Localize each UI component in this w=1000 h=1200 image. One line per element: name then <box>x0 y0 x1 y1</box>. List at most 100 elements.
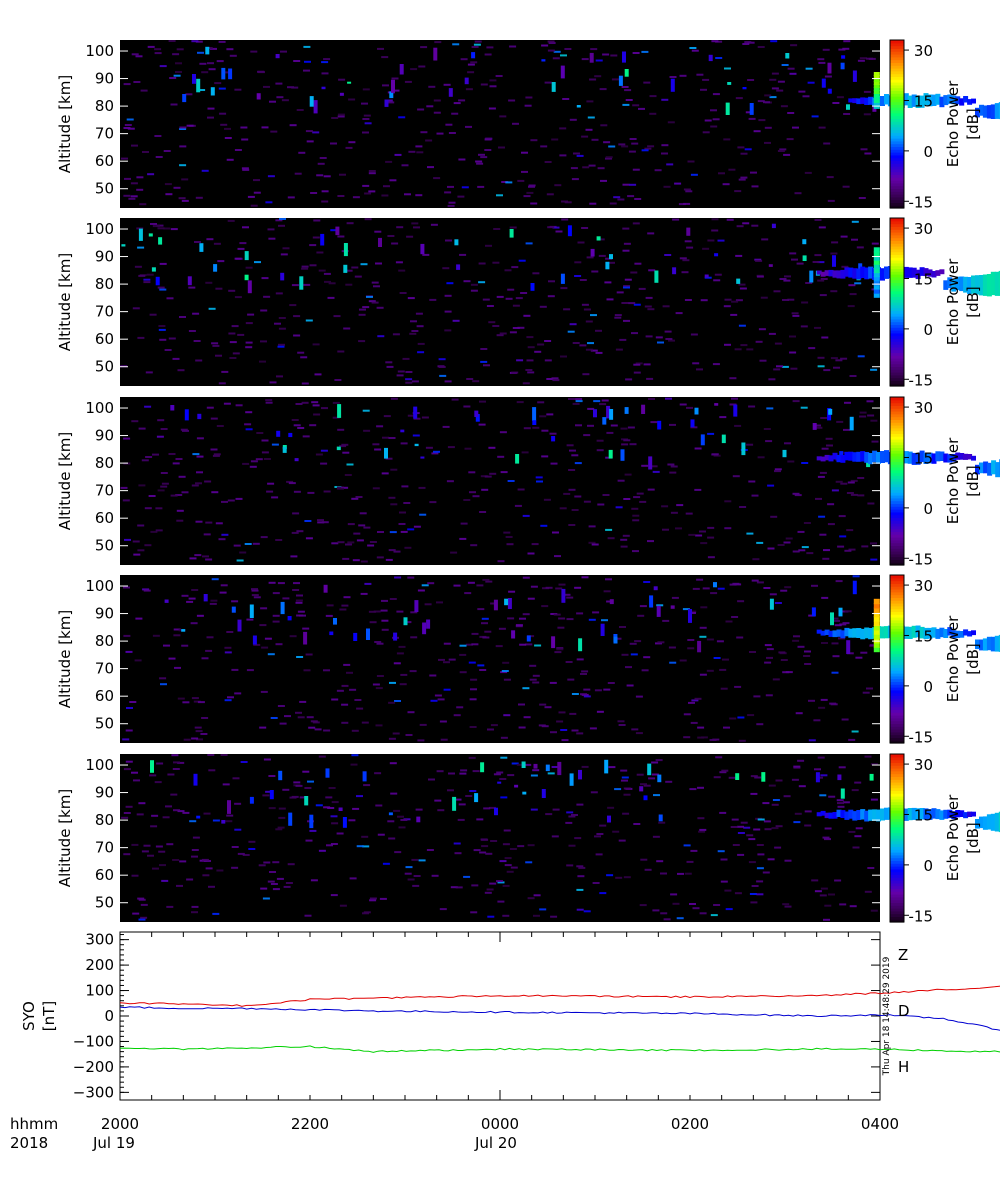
noise-cell <box>345 283 353 286</box>
noise-cell <box>527 552 535 555</box>
colorbar-segment <box>890 617 904 621</box>
sporadic-echo <box>339 92 344 96</box>
noise-cell <box>248 840 256 843</box>
noise-cell <box>608 766 616 769</box>
x-tick-date: Jul 19 <box>92 1134 135 1152</box>
noise-cell <box>447 446 455 449</box>
noise-cell <box>309 424 317 427</box>
noise-cell <box>539 908 547 911</box>
noise-cell <box>512 122 519 125</box>
noise-cell <box>470 61 478 64</box>
noise-cell <box>267 482 275 485</box>
noise-cell <box>123 586 130 589</box>
noise-cell <box>522 514 530 517</box>
noise-cell <box>155 507 163 510</box>
noise-cell <box>408 150 416 153</box>
noise-cell <box>484 891 492 894</box>
heatmap-background <box>120 218 880 386</box>
noise-cell <box>318 755 326 758</box>
noise-cell <box>650 465 658 468</box>
noise-cell <box>737 146 745 149</box>
noise-cell <box>278 343 285 346</box>
noise-cell <box>789 72 797 75</box>
noise-cell <box>351 729 359 732</box>
noise-cell <box>268 237 276 240</box>
noise-cell <box>576 865 584 868</box>
noise-cell <box>694 697 702 700</box>
noise-cell <box>125 650 133 653</box>
sporadic-echo <box>362 771 367 782</box>
sporadic-echo <box>697 640 702 653</box>
noise-cell <box>660 912 668 915</box>
noise-cell <box>417 739 425 742</box>
noise-cell <box>559 154 567 157</box>
noise-cell <box>601 399 609 402</box>
echo-layer-cell <box>931 627 937 638</box>
sporadic-echo <box>670 605 675 609</box>
noise-cell <box>168 657 176 660</box>
noise-cell <box>772 799 780 801</box>
noise-cell <box>804 171 812 174</box>
noise-cell <box>404 80 412 83</box>
noise-cell <box>547 49 555 52</box>
y-tick-label: 80 <box>95 454 114 472</box>
sporadic-echo <box>840 788 845 799</box>
noise-cell <box>621 86 629 88</box>
noise-cell <box>849 375 857 377</box>
colorbar-segment <box>890 784 904 789</box>
noise-cell <box>325 614 333 617</box>
colorbar-segment <box>890 715 904 719</box>
noise-cell <box>685 512 693 515</box>
noise-cell <box>255 458 263 461</box>
noise-cell <box>372 443 380 446</box>
noise-cell <box>750 775 758 778</box>
colorbar-segment <box>890 509 904 513</box>
noise-cell <box>227 696 234 699</box>
noise-cell <box>522 576 530 579</box>
sporadic-echo <box>690 419 695 428</box>
noise-cell <box>753 695 761 698</box>
noise-cell <box>469 698 477 701</box>
noise-cell <box>389 179 397 182</box>
noise-cell <box>458 803 466 806</box>
noise-cell <box>377 833 385 836</box>
noise-cell <box>346 222 354 225</box>
noise-cell <box>161 879 169 882</box>
y-tick-label: −100 <box>73 1032 114 1050</box>
noise-cell <box>391 242 399 245</box>
noise-cell <box>159 288 167 291</box>
noise-cell <box>481 845 489 848</box>
noise-cell <box>709 739 717 741</box>
noise-cell <box>651 761 659 764</box>
noise-cell <box>354 275 362 278</box>
noise-cell <box>383 185 390 188</box>
noise-cell <box>385 99 393 102</box>
noise-cell <box>566 811 574 814</box>
noise-cell <box>735 299 743 302</box>
noise-cell <box>675 312 683 315</box>
sporadic-echo <box>785 53 790 59</box>
noise-cell <box>194 726 202 729</box>
noise-cell <box>694 488 702 491</box>
noise-cell <box>632 104 640 107</box>
noise-cell <box>757 818 765 821</box>
noise-cell <box>259 726 267 729</box>
noise-cell <box>454 852 462 855</box>
sporadic-echo <box>609 599 614 605</box>
sporadic-echo <box>827 62 832 74</box>
noise-cell <box>407 528 415 531</box>
echo-layer-cell <box>971 811 976 817</box>
noise-cell <box>234 149 242 151</box>
echo-layer-cell <box>975 464 980 475</box>
noise-cell <box>296 656 304 658</box>
noise-cell <box>220 584 228 587</box>
noise-cell <box>371 301 379 304</box>
noise-cell <box>559 127 567 130</box>
colorbar-segment <box>890 684 904 688</box>
noise-cell <box>643 656 651 659</box>
noise-cell <box>511 762 519 765</box>
noise-cell <box>240 761 248 763</box>
noise-cell <box>504 269 512 272</box>
noise-cell <box>195 196 203 199</box>
colorbar-segment <box>890 416 904 420</box>
